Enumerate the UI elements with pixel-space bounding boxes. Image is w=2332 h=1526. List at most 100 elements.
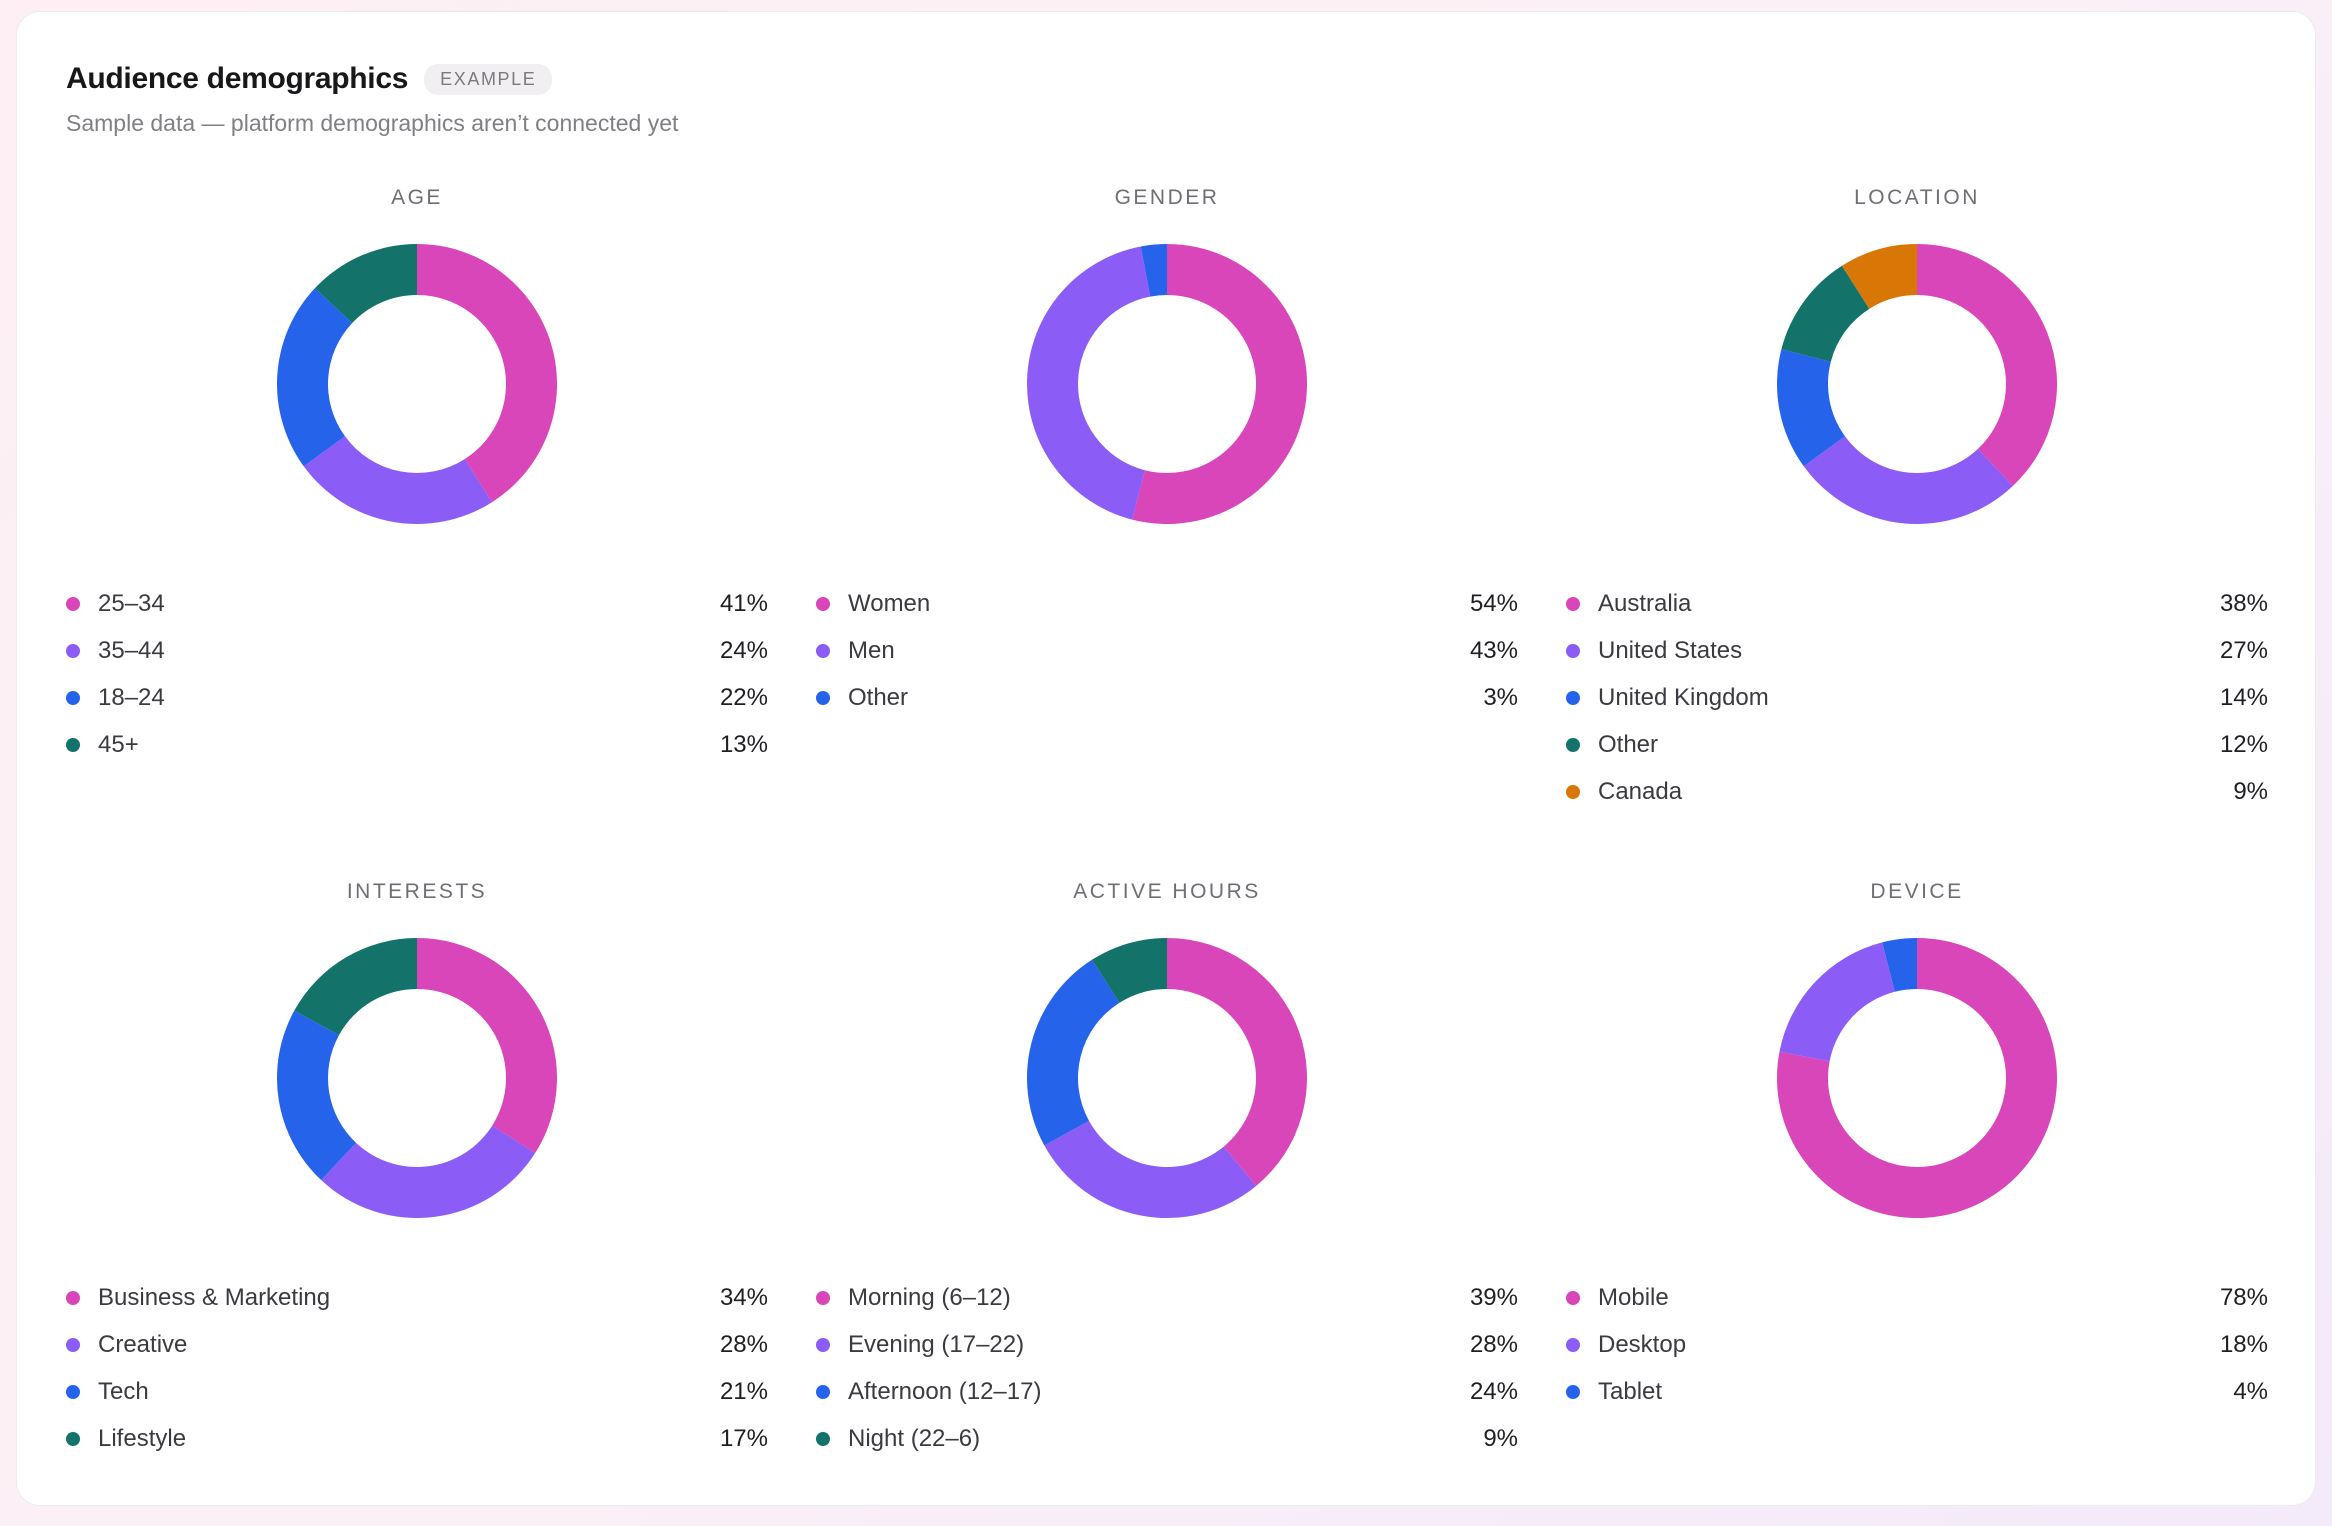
legend-swatch [1566,1337,1580,1352]
device-donut-chart [1777,938,2057,1218]
donut-slice [321,1125,536,1218]
legend-value: 28% [719,1330,768,1358]
card-subtitle: Sample data — platform demographics aren… [66,110,679,136]
legend-label: Other [848,683,909,711]
legend-value: 9% [1483,1424,1518,1452]
donut-slice [1044,1120,1257,1218]
donut-slice [1777,349,1845,467]
legend-label: 18–24 [98,683,165,711]
location-legend: Australia 38% United States 27% United Kingd… [1566,580,2268,815]
legend-value: 22% [719,683,768,711]
legend-item: 35–44 24% [66,627,768,674]
interests-donut-chart [277,938,557,1218]
legend-item: 18–24 22% [66,674,768,721]
legend-item: Creative 28% [66,1321,768,1368]
legend-item: Business & Marketing 34% [66,1274,768,1321]
donut-slice [1167,938,1307,1186]
legend-value: 39% [1469,1283,1518,1311]
legend-value: 12% [2219,730,2268,758]
legend-swatch [66,643,80,658]
legend-swatch [66,1384,80,1399]
panel-title: ACTIVE HOURS [1073,880,1261,903]
legend-value: 24% [719,636,768,664]
legend-item: Canada 9% [1566,768,2268,815]
age-donut-chart [277,244,557,524]
legend-item: Morning (6–12) 39% [816,1274,1518,1321]
donut-slice [294,938,417,1036]
legend-item: Tech 21% [66,1368,768,1415]
legend-label: Tech [98,1377,149,1405]
legend-swatch [816,596,830,611]
panel-title: DEVICE [1870,880,1964,903]
legend-label: Women [848,589,931,617]
legend-value: 14% [2219,683,2268,711]
legend-label: 45+ [98,730,139,758]
legend-swatch [1566,690,1580,705]
legend-value: 27% [2219,636,2268,664]
legend-swatch [66,737,80,752]
legend-swatch [1566,596,1580,611]
legend-label: Mobile [1598,1283,1669,1311]
legend-label: Lifestyle [98,1424,187,1452]
active-hours-legend: Morning (6–12) 39% Evening (17–22) 28% After… [816,1274,1518,1462]
donut-slice [1777,938,2057,1218]
legend-value: 18% [2219,1330,2268,1358]
donut-slice [1132,244,1307,524]
legend-label: Creative [98,1330,188,1358]
legend-value: 34% [719,1283,768,1311]
donut-slice [1803,436,2013,524]
legend-item: 45+ 13% [66,721,768,768]
demographics-card: Audience demographics EXAMPLE Sample dat… [16,11,2316,1506]
card-title: Audience demographics [66,62,409,95]
gender-donut-chart [1027,244,1307,524]
donut-slice [1779,942,1895,1062]
panel-title: LOCATION [1854,186,1980,209]
legend-item: Women 54% [816,580,1518,627]
legend-value: 41% [719,589,768,617]
legend-swatch [1566,1290,1580,1305]
legend-value: 38% [2219,589,2268,617]
legend-value: 28% [1469,1330,1518,1358]
legend-swatch [1566,1384,1580,1399]
legend-swatch [1566,643,1580,658]
legend-item: Other 3% [816,674,1518,721]
legend-label: Evening (17–22) [848,1330,1025,1358]
legend-swatch [1566,737,1580,752]
legend-item: Lifestyle 17% [66,1415,768,1462]
donut-slice [417,244,557,503]
legend-item: Afternoon (12–17) 24% [816,1368,1518,1415]
legend-item: United Kingdom 14% [1566,674,2268,721]
legend-value: 3% [1483,683,1518,711]
donut-slice [1841,244,1917,309]
legend-swatch [816,1384,830,1399]
legend-item: United States 27% [1566,627,2268,674]
legend-label: 35–44 [98,636,165,664]
legend-label: Tablet [1598,1377,1663,1405]
legend-value: 9% [2233,777,2268,805]
legend-label: Other [1598,730,1659,758]
legend-label: 25–34 [98,589,165,617]
example-badge: EXAMPLE [424,63,553,95]
legend-label: Men [848,636,895,664]
legend-item: Australia 38% [1566,580,2268,627]
legend-item: Night (22–6) 9% [816,1415,1518,1462]
legend-label: Business & Marketing [98,1283,331,1311]
legend-label: Desktop [1598,1330,1687,1358]
legend-swatch [66,596,80,611]
legend-label: Australia [1598,589,1692,617]
legend-value: 24% [1469,1377,1518,1405]
location-donut-chart [1777,244,2057,524]
legend-swatch [1566,784,1580,799]
legend-item: Men 43% [816,627,1518,674]
donut-slice [1781,265,1870,362]
donut-slice [1917,244,2057,487]
legend-swatch [66,1337,80,1352]
panel-title: AGE [391,186,443,209]
legend-swatch [66,690,80,705]
legend-swatch [816,690,830,705]
donut-slice [1140,244,1167,297]
donut-slice [1882,938,1917,992]
legend-swatch [816,1290,830,1305]
legend-label: United Kingdom [1598,683,1769,711]
legend-value: 78% [2219,1283,2268,1311]
